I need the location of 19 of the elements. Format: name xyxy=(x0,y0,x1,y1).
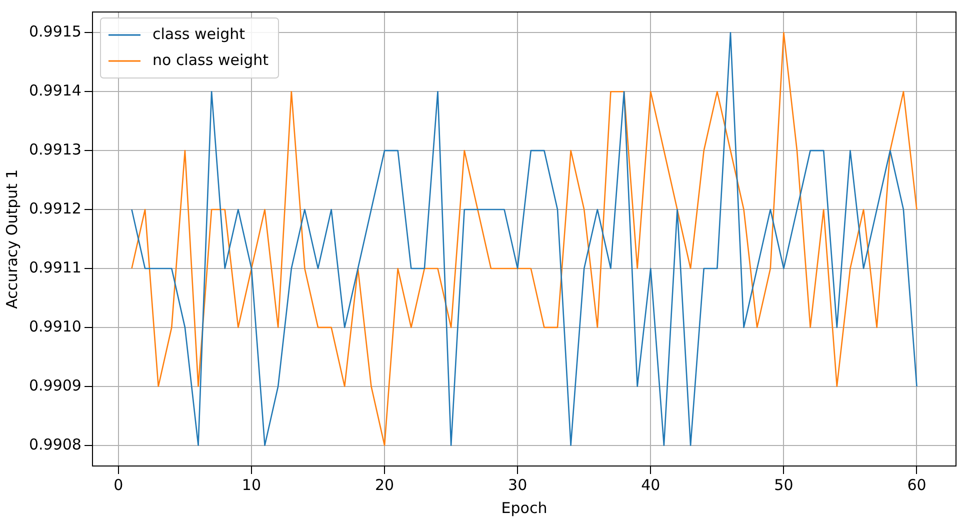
x-tick-label: 60 xyxy=(907,476,926,494)
y-tick-label: 0.9908 xyxy=(28,435,82,454)
x-tick-label: 30 xyxy=(508,476,528,494)
y-tick-label: 0.9914 xyxy=(28,81,82,100)
y-tick-label: 0.9911 xyxy=(28,258,82,276)
legend-label: no class weight xyxy=(152,50,269,69)
y-axis-title: Accuracy Output 1 xyxy=(2,169,21,309)
x-tick-label: 20 xyxy=(374,476,394,494)
y-tick-label: 0.9913 xyxy=(28,140,82,158)
legend-label: class weight xyxy=(152,24,246,43)
x-tick-label: 0 xyxy=(114,476,124,494)
y-tick-label: 0.9910 xyxy=(28,317,82,336)
x-tick-label: 50 xyxy=(774,476,794,494)
x-axis-title: Epoch xyxy=(501,498,548,517)
y-tick-label: 0.9912 xyxy=(28,199,82,218)
x-tick-label: 40 xyxy=(641,476,660,494)
x-tick-label: 10 xyxy=(242,476,262,494)
y-tick-label: 0.9909 xyxy=(28,376,82,394)
y-tick-label: 0.9915 xyxy=(28,22,82,41)
